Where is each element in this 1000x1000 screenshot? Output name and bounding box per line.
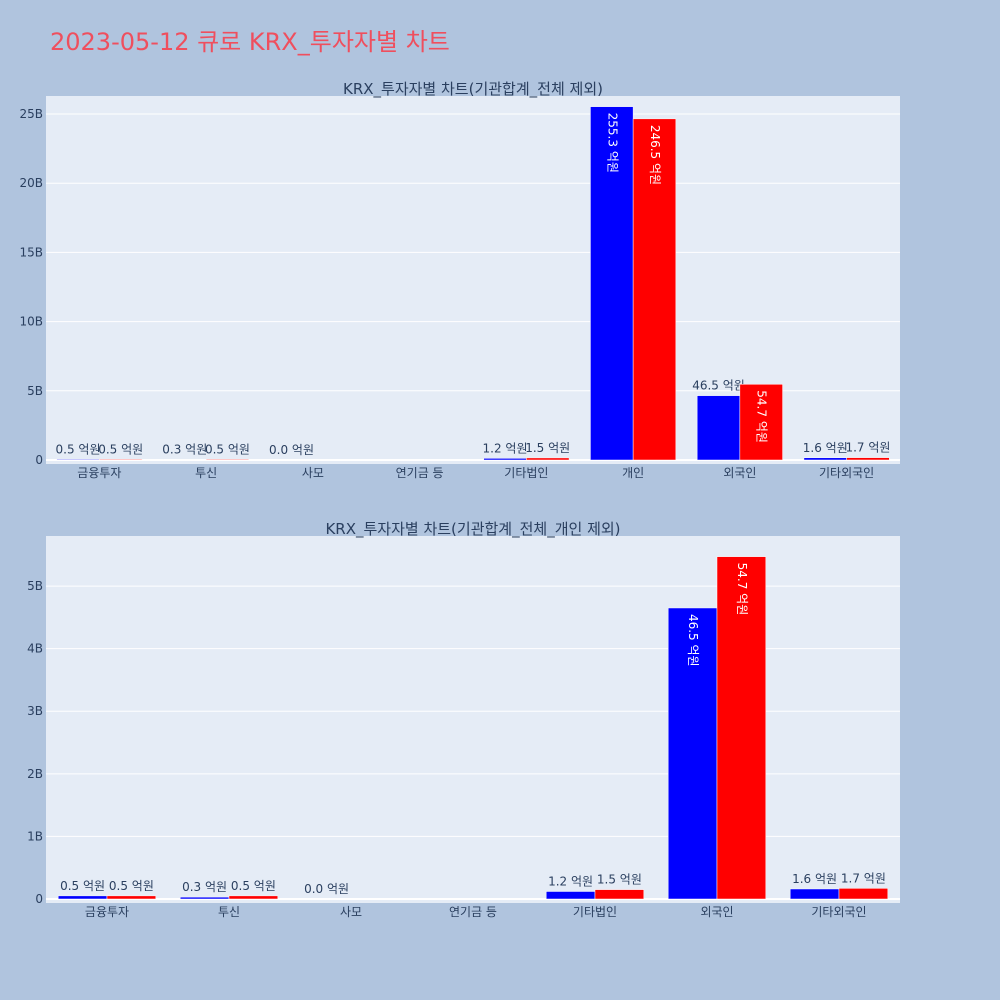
y-tick-label: 3B (27, 704, 43, 718)
chart-title: KRX_투자자별 차트(기관합계_전체 제외) (343, 80, 603, 99)
data-label: 0.5 억원 (109, 879, 154, 893)
bar (483, 458, 527, 461)
data-label: 1.6 억원 (792, 872, 837, 886)
data-label: 1.7 억원 (841, 871, 886, 885)
data-label: 0.3 억원 (182, 880, 227, 894)
bar (205, 459, 250, 461)
y-tick-label: 25B (19, 107, 43, 121)
bar (838, 888, 889, 900)
x-tick-label: 투신 (195, 466, 217, 480)
data-label: 1.2 억원 (548, 874, 593, 888)
data-label: 0.5 억원 (98, 442, 143, 456)
y-tick-label: 5B (27, 579, 43, 593)
chart-top: 0 5B 10B 15B 20B 25B KRX_투자자별 차트(기관합계_전체 제외) 금융… (19, 80, 900, 480)
data-label: 1.7 억원 (845, 441, 890, 455)
bar (846, 457, 890, 461)
data-label: 1.6 억원 (803, 441, 848, 455)
data-label: 0.5 억원 (205, 442, 250, 456)
data-label: 1.5 억원 (525, 441, 570, 455)
bar (179, 896, 230, 900)
page-title: 2023-05-12 큐로 KRX_투자자별 차트 (50, 28, 450, 56)
bar (228, 895, 279, 900)
y-tick-label: 10B (19, 315, 43, 329)
x-tick-label: 연기금 등 (449, 905, 497, 919)
data-label: 54.7 억원 (735, 563, 749, 616)
y-tick-label: 20B (19, 176, 43, 190)
x-tick-label: 투신 (218, 905, 240, 919)
bar (590, 106, 634, 461)
data-label: 0.0 억원 (304, 882, 349, 896)
data-label: 0.5 억원 (60, 879, 105, 893)
y-tick-label: 5B (27, 384, 43, 398)
x-tick-label: 기타법인 (504, 466, 548, 480)
bar (789, 888, 840, 900)
data-label: 1.2 억원 (483, 441, 528, 455)
x-tick-label: 금융투자 (85, 905, 129, 919)
bar (716, 556, 767, 900)
y-tick-label: 0 (35, 453, 43, 467)
bar (545, 891, 596, 900)
y-tick-label: 2B (27, 767, 43, 781)
y-tick-label: 4B (27, 642, 43, 656)
x-tick-label: 사모 (340, 905, 362, 919)
bar (106, 895, 157, 900)
data-label: 0.5 억원 (56, 442, 101, 456)
bar (632, 118, 677, 461)
data-label: 246.5 억원 (648, 125, 662, 185)
bar (594, 889, 645, 900)
bar (667, 607, 718, 900)
bar (739, 384, 783, 461)
chart-title: KRX_투자자별 차트(기관합계_전체_개인 제외) (325, 520, 620, 539)
x-tick-label: 외국인 (723, 466, 756, 480)
plot-area (46, 536, 900, 903)
bar (57, 895, 108, 900)
x-tick-label: 기타법인 (573, 905, 617, 919)
y-tick-label: 1B (27, 829, 43, 843)
bar (696, 395, 741, 461)
x-tick-label: 사모 (302, 466, 324, 480)
x-tick-label: 기타외국인 (819, 466, 874, 480)
data-label: 1.5 억원 (597, 873, 642, 887)
x-tick-label: 연기금 등 (396, 466, 444, 480)
data-label: 54.7 억원 (755, 390, 769, 443)
bar (526, 457, 570, 461)
bar (99, 459, 143, 461)
data-label: 0.0 억원 (269, 443, 314, 457)
x-tick-label: 기타외국인 (811, 905, 866, 919)
data-label: 0.3 억원 (162, 443, 207, 457)
data-label: 46.5 억원 (692, 379, 745, 393)
x-tick-label: 외국인 (700, 905, 733, 919)
y-tick-label: 15B (19, 245, 43, 259)
data-label: 255.3 억원 (605, 113, 619, 173)
bar (803, 457, 847, 461)
data-label: 0.5 억원 (231, 879, 276, 893)
chart-bottom: 0 1B 2B 3B 4B 5B KRX_투자자별 차트(기관합계_전체_개인 제외) 금융투… (27, 520, 900, 919)
bar (56, 459, 100, 461)
data-label: 46.5 억원 (686, 614, 700, 667)
y-tick-label: 0 (35, 892, 43, 906)
x-tick-label: 금융투자 (77, 466, 121, 480)
x-tick-label: 개인 (622, 466, 644, 480)
